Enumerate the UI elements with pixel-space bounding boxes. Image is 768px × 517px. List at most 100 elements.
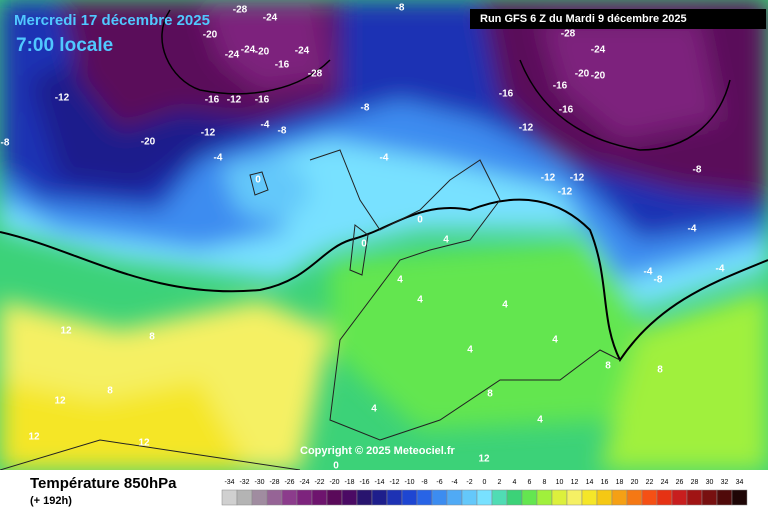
legend-label: 16 bbox=[601, 479, 609, 486]
contour-label: 12 bbox=[54, 396, 66, 407]
legend-swatch bbox=[686, 489, 703, 506]
contour-label: 4 bbox=[502, 300, 508, 311]
contour-label: -8 bbox=[1, 138, 10, 149]
contour-label: 12 bbox=[28, 432, 40, 443]
contour-label: 4 bbox=[371, 404, 377, 415]
contour-label: -12 bbox=[558, 187, 573, 198]
legend-swatch bbox=[326, 489, 343, 506]
contour-label: -12 bbox=[55, 93, 70, 104]
copyright: Copyright © 2025 Meteociel.fr bbox=[300, 445, 456, 457]
legend-label: 18 bbox=[616, 479, 624, 486]
contour-label: 4 bbox=[467, 345, 473, 356]
run-box bbox=[470, 9, 766, 29]
contour-label: -4 bbox=[214, 153, 223, 164]
legend-swatch bbox=[356, 489, 373, 506]
contour-label: -4 bbox=[380, 153, 389, 164]
contour-label: -12 bbox=[519, 123, 534, 134]
contour-label: -28 bbox=[233, 5, 248, 16]
temperature-field: -28-24-20-24-24 -20-16-28-24-8-12-20-16 -1… bbox=[0, 0, 768, 472]
contour-label: -8 bbox=[654, 275, 663, 286]
legend-label: 26 bbox=[676, 479, 684, 486]
legend-swatch bbox=[386, 489, 403, 506]
color-legend: -34 -32 -30 -28 -26 -24 -22 -20 -18 -16 -14 -12 -10-… bbox=[221, 479, 748, 506]
legend-label: 30 bbox=[706, 479, 714, 486]
contour-label: 8 bbox=[487, 389, 493, 400]
legend-swatch bbox=[656, 489, 673, 506]
contour-label: -28 bbox=[561, 29, 576, 40]
legend-label: 20 bbox=[631, 479, 639, 486]
legend-swatch bbox=[596, 489, 613, 506]
legend-swatch bbox=[416, 489, 433, 506]
legend-swatch bbox=[626, 489, 643, 506]
legend-swatch bbox=[251, 489, 268, 506]
legend-label: -30 bbox=[254, 479, 264, 486]
contour-label: -4 bbox=[716, 264, 725, 275]
contour-label: -4 bbox=[644, 267, 653, 278]
legend-label: -14 bbox=[374, 479, 384, 486]
legend-swatch bbox=[476, 489, 493, 506]
contour-label: -24 bbox=[263, 13, 278, 24]
legend-swatch bbox=[296, 489, 313, 506]
contour-label: 0 bbox=[255, 175, 261, 186]
contour-label: -12 bbox=[227, 95, 242, 106]
contour-label: -8 bbox=[361, 103, 370, 114]
contour-label: -20 bbox=[255, 47, 270, 58]
contour-label: -16 bbox=[499, 89, 514, 100]
contour-label: 4 bbox=[537, 415, 543, 426]
contour-label: -8 bbox=[278, 126, 287, 137]
contour-label: -16 bbox=[275, 60, 290, 71]
legend-label: 28 bbox=[691, 479, 699, 486]
legend-label: -26 bbox=[284, 479, 294, 486]
legend-label: -4 bbox=[451, 479, 457, 486]
legend-label: -34 bbox=[224, 479, 234, 486]
legend-label: 4 bbox=[513, 479, 517, 486]
contour-label: -20 bbox=[141, 137, 156, 148]
legend-label: 8 bbox=[543, 479, 547, 486]
contour-label: -16 bbox=[255, 95, 270, 106]
legend-swatch bbox=[521, 489, 538, 506]
legend-swatch bbox=[341, 489, 358, 506]
legend-label: -10 bbox=[404, 479, 414, 486]
contour-label: 12 bbox=[60, 326, 72, 337]
legend-swatch bbox=[551, 489, 568, 506]
contour-label: 4 bbox=[443, 235, 449, 246]
footer-title: Température 850hPa bbox=[30, 475, 177, 492]
contour-label: -8 bbox=[396, 3, 405, 14]
legend-label: -28 bbox=[269, 479, 279, 486]
legend-label: 10 bbox=[556, 479, 564, 486]
contour-label: 12 bbox=[478, 454, 490, 465]
legend-swatch bbox=[236, 489, 253, 506]
legend-swatch bbox=[461, 489, 478, 506]
contour-label: 12 bbox=[138, 438, 150, 449]
legend-swatch bbox=[701, 489, 718, 506]
legend-label: 34 bbox=[736, 479, 744, 486]
contour-label: 8 bbox=[657, 365, 663, 376]
legend-label: -24 bbox=[299, 479, 309, 486]
contour-label: -12 bbox=[541, 173, 556, 184]
legend-label: 14 bbox=[586, 479, 594, 486]
contour-label: 4 bbox=[552, 335, 558, 346]
legend-label: -22 bbox=[314, 479, 324, 486]
legend-swatch bbox=[281, 489, 298, 506]
contour-label: -20 bbox=[203, 30, 218, 41]
contour-label: 0 bbox=[417, 215, 423, 226]
contour-label: -20 bbox=[591, 71, 606, 82]
contour-label: -16 bbox=[553, 81, 568, 92]
legend-label: 12 bbox=[571, 479, 579, 486]
legend-label: -6 bbox=[436, 479, 442, 486]
contour-label: -12 bbox=[570, 173, 585, 184]
contour-label: -24 bbox=[295, 46, 310, 57]
contour-label: 0 bbox=[333, 461, 339, 472]
legend-swatch bbox=[266, 489, 283, 506]
legend-swatch bbox=[671, 489, 688, 506]
legend-swatch bbox=[641, 489, 658, 506]
map-labels: -28-24-20-24-24 -20-16-28-24-8-12-20-16 -1… bbox=[1, 3, 725, 472]
legend-label: 32 bbox=[721, 479, 729, 486]
contour-label: -16 bbox=[559, 105, 574, 116]
legend-swatch bbox=[491, 489, 508, 506]
run-info: Run GFS 6 Z du Mardi 9 décembre 2025 bbox=[480, 13, 687, 25]
legend-label: -20 bbox=[329, 479, 339, 486]
contour-label: -28 bbox=[308, 69, 323, 80]
legend-label: -2 bbox=[466, 479, 472, 486]
legend-label: -16 bbox=[359, 479, 369, 486]
